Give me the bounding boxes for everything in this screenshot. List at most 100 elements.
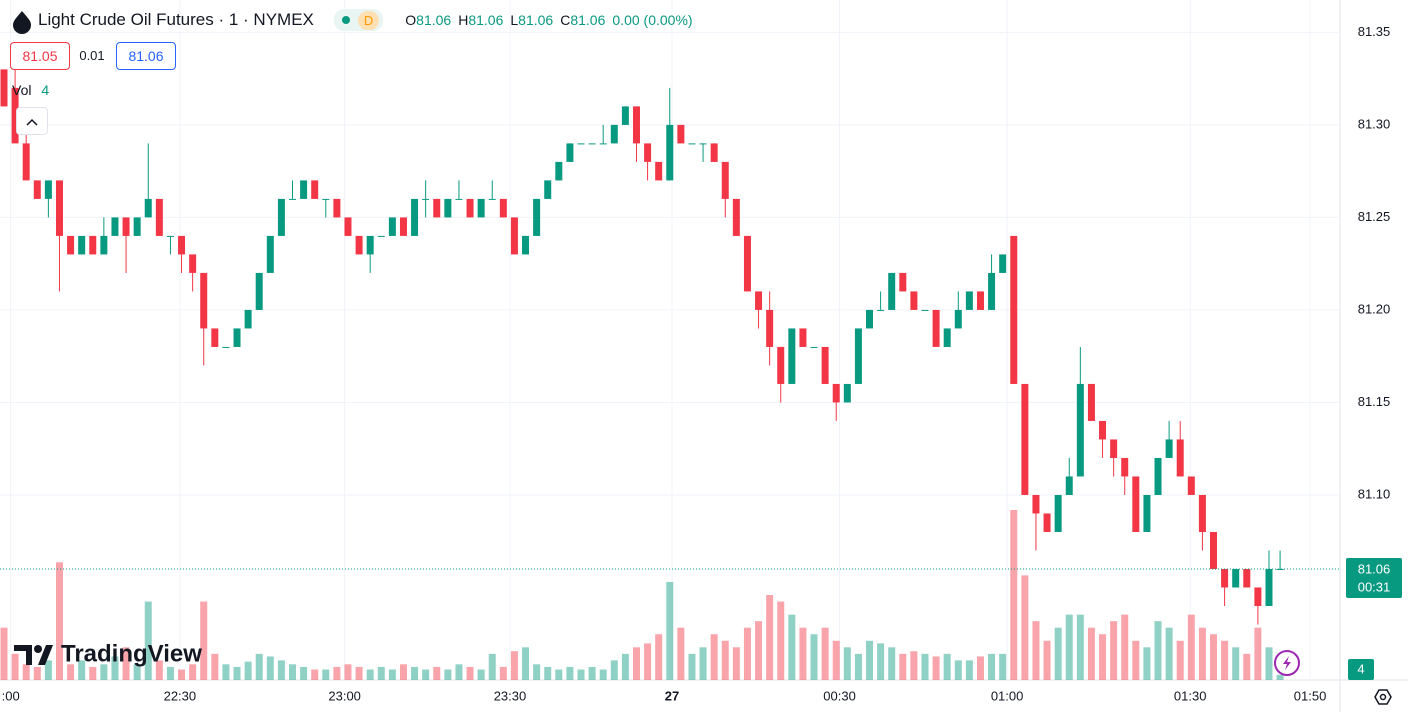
volume-label: Vol: [12, 82, 32, 98]
candle-body: [411, 198, 419, 236]
volume-bar: [466, 666, 474, 680]
volume-bar: [1176, 640, 1184, 680]
candle-body: [33, 180, 41, 199]
lightning-icon[interactable]: [1274, 650, 1300, 676]
volume-bar: [632, 647, 640, 680]
volume-bar: [311, 669, 319, 680]
volume-bar: [1054, 627, 1062, 680]
x-tick-label: :00: [2, 688, 20, 703]
volume-bar: [732, 647, 740, 680]
y-tick-label: 81.15: [1358, 394, 1391, 409]
candle-body: [455, 198, 463, 200]
candle-body: [300, 180, 308, 199]
chevron-path: [26, 118, 38, 126]
volume-bar: [55, 562, 63, 680]
ohlc-label: C: [560, 12, 571, 28]
volume-bar: [67, 664, 75, 680]
volume-bar: [910, 651, 918, 680]
candle-body: [289, 198, 297, 200]
volume-bar: [921, 653, 929, 680]
volume-bar: [1010, 510, 1018, 680]
volume-bar: [166, 666, 174, 680]
volume-bar: [755, 621, 763, 680]
volume-bar: [322, 669, 330, 680]
volume-bar: [1043, 640, 1051, 680]
volume-bar: [44, 660, 52, 680]
x-tick-label: 00:30: [823, 688, 856, 703]
volume-bar: [621, 653, 629, 680]
candle-body: [311, 180, 319, 199]
bid-button[interactable]: 81.05: [10, 42, 70, 70]
volume-bar: [610, 660, 618, 680]
volume-bar: [1076, 614, 1084, 680]
volume-bar: [843, 647, 851, 680]
candle-body: [388, 217, 396, 236]
volume-bar: [522, 647, 530, 680]
candle-body: [655, 161, 663, 181]
volume-bar: [155, 660, 163, 680]
volume-bar: [33, 666, 41, 680]
candle-body: [1099, 420, 1107, 440]
candle-body: [433, 198, 441, 218]
volume-bar: [255, 653, 263, 680]
candle-body: [788, 328, 796, 384]
status-pill[interactable]: D: [333, 9, 384, 31]
volume-bar: [899, 653, 907, 680]
volume-bar: [1154, 621, 1162, 680]
volume-bar: [577, 669, 585, 680]
volume-bar: [78, 660, 86, 680]
candle-body: [22, 143, 30, 181]
y-tick-label: 81.20: [1358, 301, 1391, 316]
candle-body: [44, 180, 52, 199]
volume-bar: [333, 666, 341, 680]
logo: TradingView: [14, 640, 202, 667]
candle-body: [544, 180, 552, 199]
volume-bar: [1276, 674, 1284, 680]
volume-bar: [344, 664, 352, 680]
candle-body: [577, 143, 585, 145]
candle-body: [122, 217, 130, 236]
volume-bar: [178, 669, 186, 680]
x-tick-label: 23:00: [328, 688, 361, 703]
volume-bar: [355, 666, 363, 680]
collapse-button[interactable]: [16, 107, 48, 135]
volume-bar: [1210, 634, 1218, 680]
volume-bar: [888, 647, 896, 680]
settings-icon[interactable]: [1374, 689, 1392, 705]
candle-body: [422, 198, 430, 200]
volume-bar: [932, 656, 940, 680]
volume-bar: [965, 660, 973, 680]
volume-bar: [1087, 627, 1095, 680]
candle-body: [277, 198, 285, 236]
candle-body: [777, 346, 785, 384]
volume-bar: [377, 666, 385, 680]
volume-bar: [988, 653, 996, 680]
candle-body: [1076, 383, 1084, 477]
ask-button[interactable]: 81.06: [116, 42, 176, 70]
candle-body: [155, 198, 163, 236]
header: Light Crude Oil Futures · 1 · NYMEX D O8…: [0, 0, 693, 40]
volume-bar: [366, 669, 374, 680]
volume-bar: [100, 664, 108, 680]
candle-body: [399, 217, 407, 236]
symbol-icon: [13, 11, 31, 34]
volume-bar: [777, 601, 785, 680]
volume-bar: [1221, 640, 1229, 680]
candle-body: [100, 235, 108, 255]
volume-bar: [566, 666, 574, 680]
candle-body: [1210, 531, 1218, 569]
candle-body: [0, 69, 8, 107]
drop-icon: [13, 11, 31, 34]
candle-body: [743, 235, 751, 292]
ohlc-value: 81.06: [518, 12, 554, 28]
y-tick-label: 81.25: [1358, 209, 1391, 224]
candle-body: [444, 198, 452, 218]
volume-badge-label: 4: [1357, 661, 1364, 676]
candle-body: [1132, 476, 1140, 532]
candle-body: [1143, 494, 1151, 532]
volume-bar: [455, 664, 463, 680]
x-tick-label: 01:00: [991, 688, 1024, 703]
candle-body: [255, 272, 263, 310]
x-tick-label: 27: [665, 688, 679, 703]
candle-body: [366, 235, 374, 255]
